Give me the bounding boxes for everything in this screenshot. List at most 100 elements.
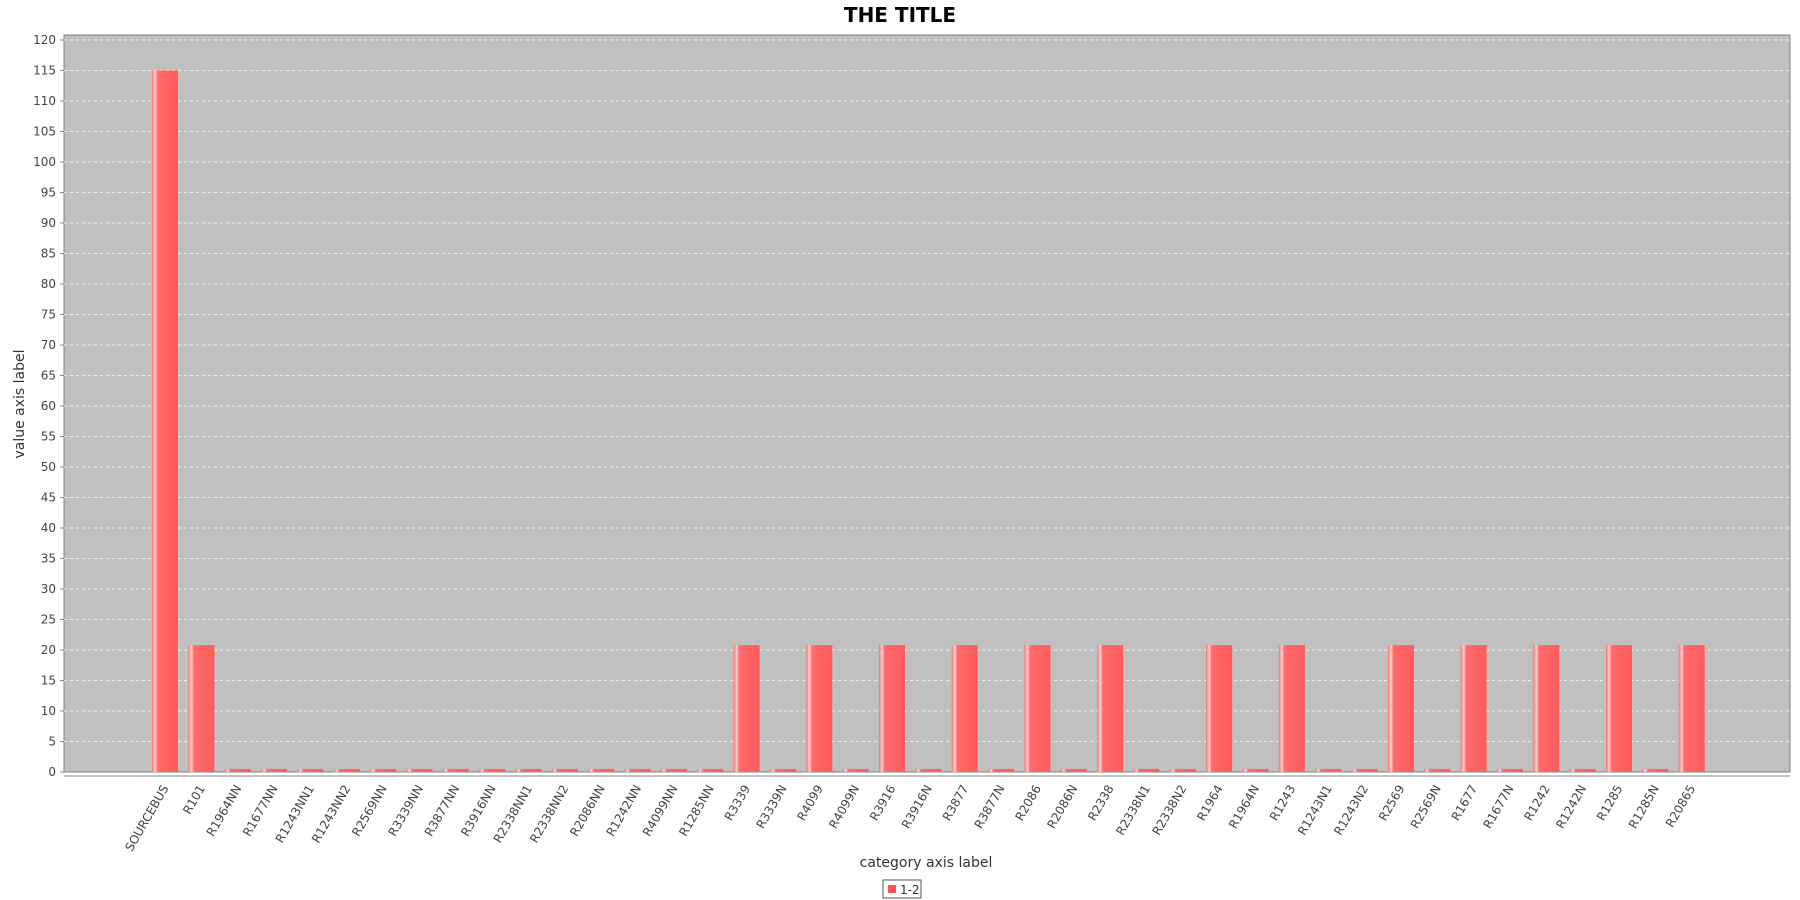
x-tick-label: R3339N (753, 783, 789, 831)
bar (1169, 768, 1196, 772)
bar (624, 768, 651, 772)
legend: 1-2 (882, 879, 922, 899)
bar (1242, 768, 1269, 772)
x-tick-label: R1285 (1594, 783, 1626, 824)
bar (733, 645, 760, 772)
bar (1278, 645, 1305, 772)
x-tick-label: R2338N1 (1113, 783, 1153, 838)
bar (1424, 768, 1451, 772)
x-tick-label: R3339 (722, 783, 754, 824)
y-tick-label: 15 (41, 674, 56, 688)
y-tick-label: 70 (41, 338, 56, 352)
bar (1315, 768, 1342, 772)
bar (1060, 768, 1087, 772)
bar (1606, 645, 1632, 772)
y-tick-label: 40 (41, 521, 56, 535)
x-tick-label: R3877N (972, 783, 1008, 831)
bar (261, 768, 288, 772)
legend-box (882, 879, 922, 899)
bar (988, 768, 1015, 772)
bar (1496, 768, 1523, 772)
bar (1024, 645, 1051, 772)
x-tick-label: R1243 (1267, 783, 1299, 824)
bar (951, 645, 978, 772)
legend-label: 1-2 (900, 883, 920, 897)
x-axis-label: category axis label (860, 855, 993, 871)
x-tick-label: R2569NN (349, 783, 390, 839)
bar (1387, 645, 1414, 772)
chart-title: THE TITLE (844, 3, 956, 27)
bar (1460, 645, 1487, 772)
y-tick-label: 100 (33, 155, 56, 169)
bars (152, 70, 1705, 772)
y-tick-label: 55 (41, 430, 56, 444)
x-tick-label: R1242N (1553, 783, 1589, 831)
bar (479, 768, 506, 772)
y-axis-label: value axis label (12, 349, 28, 458)
x-tick-label: R2338 (1085, 783, 1117, 824)
x-tick-label: R3877 (940, 783, 972, 824)
x-tick-label: R4099 (794, 783, 826, 824)
x-tick-label: R1243NN2 (309, 783, 353, 846)
x-tick-label: R2086NN (567, 783, 608, 839)
y-axis-ticks: 0 5 10 15 20 25 30 35 40 45 50 55 60 65 70 75 80 85 90 95 10… (33, 33, 64, 779)
x-tick-label: SOURCEBUS (122, 783, 171, 854)
bar (297, 768, 324, 772)
x-tick-label: R2086 (1012, 783, 1044, 824)
x-tick-label: R2569 (1376, 783, 1408, 824)
y-tick-label: 45 (41, 491, 56, 505)
y-tick-label: 115 (33, 64, 56, 78)
bar (1351, 768, 1378, 772)
bar (442, 768, 469, 772)
bar (1097, 645, 1124, 772)
bar (224, 768, 251, 772)
legend-swatch (888, 885, 896, 893)
x-tick-label: R2086N (1044, 783, 1080, 831)
x-tick-label: R1677 (1449, 783, 1481, 824)
x-axis-ticks: SOURCEBUS R101R1964NNR1677NNR1243NN1R1243… (122, 783, 1698, 854)
bar (879, 645, 905, 772)
x-tick-label: R3877NN (422, 783, 463, 839)
x-tick-label: R1964NN (204, 783, 245, 839)
x-tick-label: R3916N (899, 783, 935, 831)
x-tick-label: R1242NN (604, 783, 645, 839)
bar (915, 768, 942, 772)
plot-area (63, 34, 1791, 773)
y-tick-label: 65 (41, 369, 56, 383)
bar (515, 768, 542, 772)
bar (660, 768, 687, 772)
y-tick-label: 85 (41, 247, 56, 261)
y-tick-label: 90 (41, 216, 56, 230)
x-tick-label: R3339NN (386, 783, 427, 839)
y-tick-label: 95 (41, 186, 56, 200)
x-tick-label: R4099N (826, 783, 862, 831)
y-tick-label: 30 (41, 582, 56, 596)
x-tick-label: R3916 (867, 783, 899, 824)
bar (370, 768, 397, 772)
bar (1569, 768, 1596, 772)
x-tick-label: R101 (180, 783, 208, 817)
x-tick-label: R1964N (1226, 783, 1262, 831)
bar (551, 768, 578, 772)
x-tick-label: R1243N1 (1295, 783, 1335, 838)
y-tick-label: 35 (41, 552, 56, 566)
x-tick-label: R2338N2 (1150, 783, 1190, 838)
y-tick-label: 75 (41, 308, 56, 322)
x-tick-label: R1964 (1194, 783, 1226, 824)
x-tick-label: R2338NN2 (527, 783, 571, 846)
bar (333, 768, 360, 772)
x-tick-label: R1677N (1480, 783, 1516, 831)
bar (588, 768, 615, 772)
bar (152, 70, 178, 772)
y-tick-label: 25 (41, 613, 56, 627)
bar (1533, 645, 1560, 772)
bar (842, 768, 869, 772)
bar (1642, 768, 1669, 772)
x-tick-label: R1677NN (240, 783, 281, 839)
y-tick-label: 20 (41, 643, 56, 657)
x-tick-label: R20865 (1663, 783, 1698, 830)
bar (1206, 645, 1233, 772)
x-tick-label: R1243N2 (1331, 783, 1371, 838)
x-tick-label: R1285NN (676, 783, 717, 839)
